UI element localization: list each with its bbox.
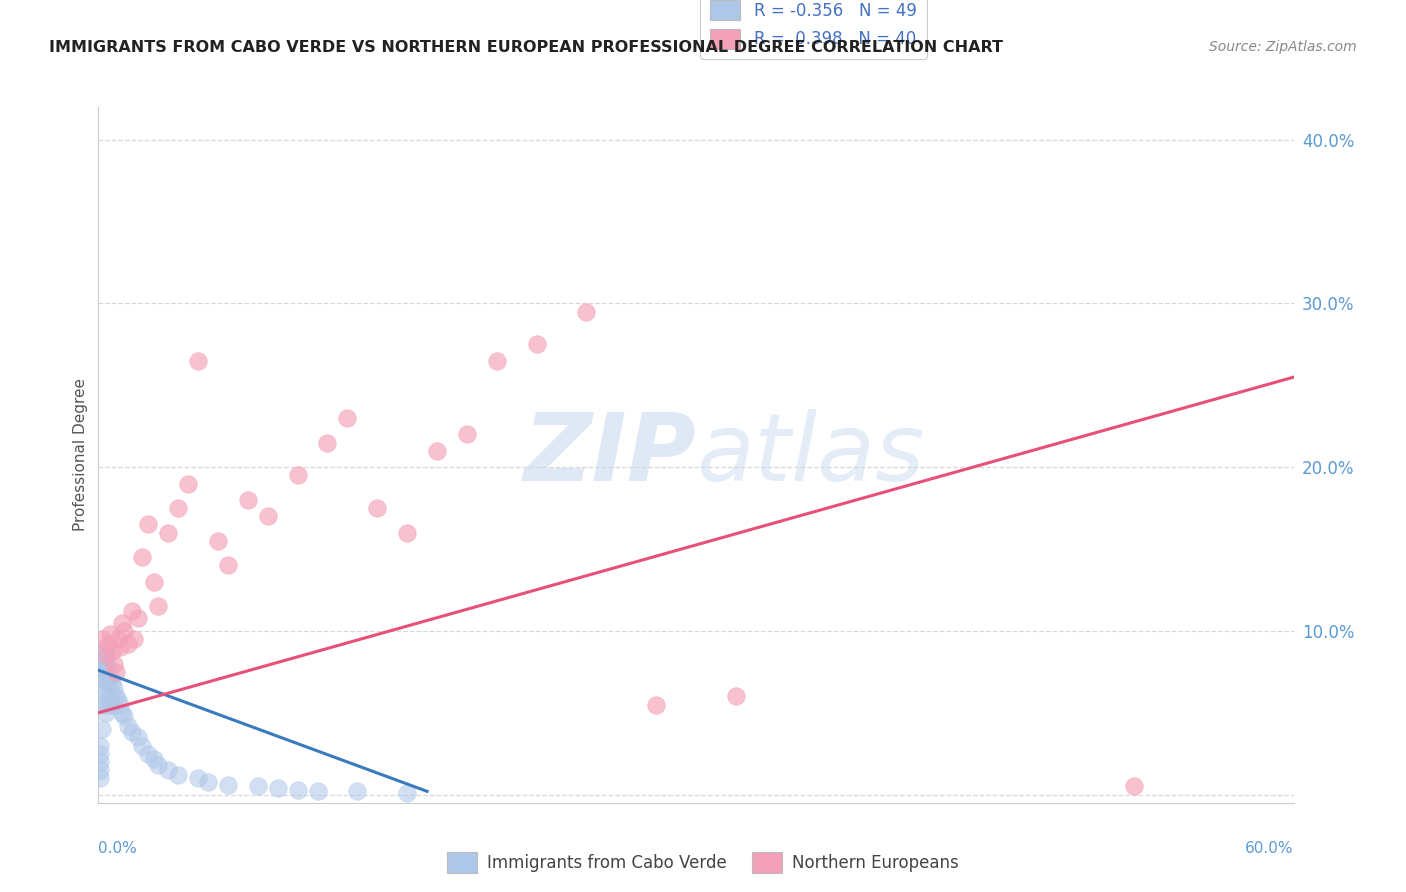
Point	[1123, 780, 1146, 794]
Point	[526, 337, 548, 351]
Legend: Immigrants from Cabo Verde, Northern Europeans: Immigrants from Cabo Verde, Northern Eur…	[440, 846, 966, 880]
Point	[93, 643, 115, 657]
Text: atlas: atlas	[696, 409, 924, 500]
Point	[93, 690, 115, 704]
Point	[287, 782, 309, 797]
Point	[157, 763, 180, 777]
Point	[267, 780, 290, 795]
Point	[246, 780, 269, 794]
Point	[136, 747, 159, 761]
Point	[197, 774, 219, 789]
Point	[121, 604, 143, 618]
Point	[396, 525, 419, 540]
Point	[167, 768, 190, 782]
Point	[346, 784, 368, 798]
Point	[89, 763, 111, 777]
Point	[366, 501, 388, 516]
Point	[117, 637, 139, 651]
Point	[97, 637, 120, 651]
Point	[131, 739, 153, 753]
Point	[148, 758, 170, 772]
Point	[96, 706, 118, 720]
Point	[105, 690, 128, 704]
Point	[93, 657, 115, 671]
Point	[89, 755, 111, 769]
Point	[101, 698, 124, 712]
Point	[148, 599, 170, 614]
Point	[97, 676, 120, 690]
Point	[91, 722, 114, 736]
Point	[97, 698, 120, 712]
Point	[107, 632, 129, 646]
Point	[91, 681, 114, 696]
Point	[157, 525, 180, 540]
Point	[143, 751, 166, 765]
Point	[112, 709, 135, 723]
Point	[91, 632, 114, 646]
Point	[98, 670, 122, 684]
Point	[187, 353, 209, 368]
Point	[107, 692, 129, 706]
Point	[236, 492, 259, 507]
Point	[117, 719, 139, 733]
Point	[136, 517, 159, 532]
Point	[124, 632, 146, 646]
Point	[724, 690, 747, 704]
Text: 0.0%: 0.0%	[98, 841, 138, 856]
Point	[103, 681, 125, 696]
Point	[96, 648, 118, 663]
Point	[98, 627, 122, 641]
Point	[97, 660, 120, 674]
Text: 60.0%: 60.0%	[1246, 841, 1294, 856]
Point	[127, 731, 149, 745]
Point	[91, 698, 114, 712]
Point	[91, 660, 114, 674]
Text: ZIP: ZIP	[523, 409, 696, 501]
Point	[101, 676, 124, 690]
Point	[98, 690, 122, 704]
Text: IMMIGRANTS FROM CABO VERDE VS NORTHERN EUROPEAN PROFESSIONAL DEGREE CORRELATION : IMMIGRANTS FROM CABO VERDE VS NORTHERN E…	[49, 40, 1004, 55]
Y-axis label: Professional Degree: Professional Degree	[73, 378, 89, 532]
Point	[110, 640, 132, 655]
Point	[111, 706, 134, 720]
Point	[256, 509, 278, 524]
Point	[336, 411, 359, 425]
Point	[93, 673, 115, 687]
Point	[575, 304, 598, 318]
Point	[91, 670, 114, 684]
Point	[101, 643, 124, 657]
Legend: R = -0.356   N = 49, R =  0.398   N = 40: R = -0.356 N = 49, R = 0.398 N = 40	[700, 0, 927, 59]
Point	[396, 786, 419, 800]
Point	[167, 501, 190, 516]
Point	[217, 558, 239, 573]
Point	[485, 353, 508, 368]
Point	[110, 698, 132, 712]
Point	[121, 725, 143, 739]
Point	[187, 771, 209, 785]
Point	[177, 476, 200, 491]
Point	[143, 574, 166, 589]
Point	[96, 665, 118, 679]
Point	[207, 533, 229, 548]
Point	[111, 615, 134, 630]
Text: Source: ZipAtlas.com: Source: ZipAtlas.com	[1209, 40, 1357, 54]
Point	[287, 468, 309, 483]
Point	[105, 665, 128, 679]
Point	[645, 698, 668, 712]
Point	[96, 653, 118, 667]
Point	[91, 648, 114, 663]
Point	[89, 739, 111, 753]
Point	[426, 443, 449, 458]
Point	[456, 427, 478, 442]
Point	[307, 784, 329, 798]
Point	[127, 611, 149, 625]
Point	[131, 550, 153, 565]
Point	[217, 778, 239, 792]
Point	[316, 435, 339, 450]
Point	[112, 624, 135, 638]
Point	[103, 657, 125, 671]
Point	[89, 771, 111, 785]
Point	[89, 747, 111, 761]
